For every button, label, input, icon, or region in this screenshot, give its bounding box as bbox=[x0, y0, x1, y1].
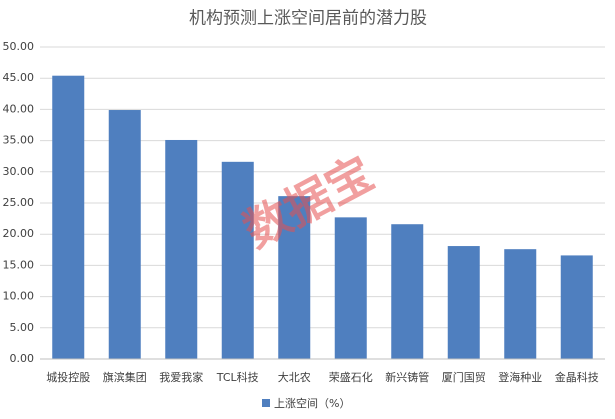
y-tick-label: 40.00 bbox=[3, 102, 35, 115]
y-tick-label: 0.00 bbox=[10, 352, 35, 365]
x-tick-label: 厦门国贸 bbox=[442, 370, 486, 384]
y-tick-label: 5.00 bbox=[10, 321, 35, 334]
y-tick-label: 25.00 bbox=[3, 196, 35, 209]
chart-title: 机构预测上涨空间居前的潜力股 bbox=[189, 9, 427, 29]
bar bbox=[221, 161, 254, 359]
x-tick-label: TCL科技 bbox=[216, 370, 259, 384]
x-tick-label: 新兴铸管 bbox=[385, 370, 429, 384]
x-tick-label: 荣盛石化 bbox=[329, 370, 373, 384]
y-tick-label: 45.00 bbox=[3, 71, 35, 84]
legend-label: 上涨空间（%） bbox=[274, 396, 350, 410]
bar bbox=[278, 196, 311, 359]
y-tick-label: 15.00 bbox=[3, 258, 35, 271]
y-tick-label: 20.00 bbox=[3, 227, 35, 240]
bar bbox=[52, 75, 85, 359]
bar bbox=[447, 246, 480, 359]
y-tick-label: 50.00 bbox=[3, 40, 35, 53]
bar bbox=[391, 224, 424, 359]
x-tick-label: 登海种业 bbox=[498, 370, 542, 384]
x-tick-label: 旗滨集团 bbox=[103, 370, 147, 384]
y-tick-label: 35.00 bbox=[3, 134, 35, 147]
bar bbox=[108, 110, 141, 359]
y-tick-label: 30.00 bbox=[3, 165, 35, 178]
x-tick-label: 城投控股 bbox=[46, 370, 90, 384]
bar bbox=[334, 217, 367, 359]
x-tick-label: 我爱我家 bbox=[159, 370, 203, 384]
x-tick-label: 金晶科技 bbox=[555, 370, 599, 384]
bar bbox=[165, 139, 198, 359]
x-tick-label: 大北农 bbox=[278, 370, 311, 384]
bar bbox=[560, 255, 593, 359]
legend-swatch bbox=[262, 399, 270, 407]
y-tick-label: 10.00 bbox=[3, 290, 35, 303]
bar bbox=[504, 249, 537, 359]
